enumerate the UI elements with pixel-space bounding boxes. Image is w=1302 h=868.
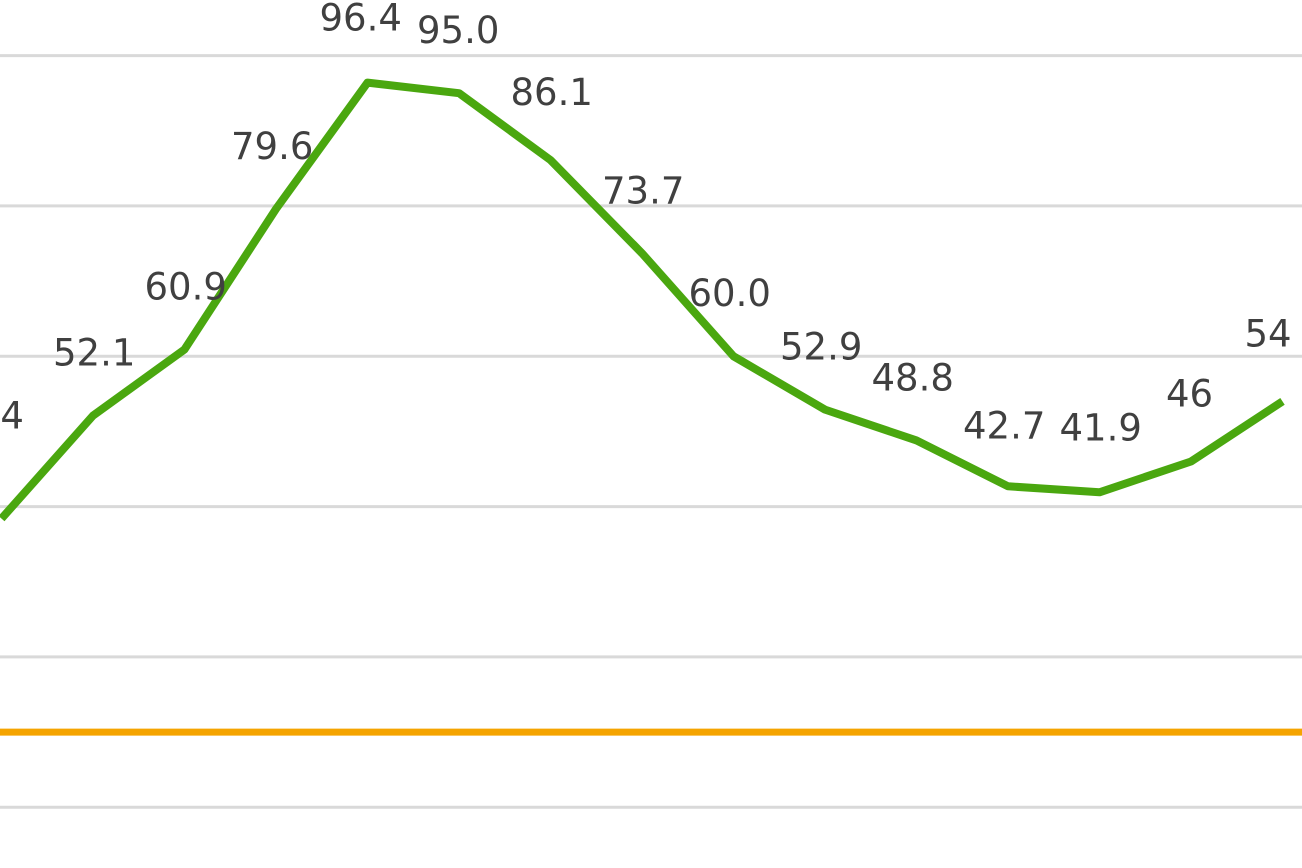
gridlines <box>0 54 1302 809</box>
data-label: 46 <box>1166 372 1213 415</box>
data-label: 60.9 <box>145 265 227 308</box>
data-label: 38.4 <box>0 395 24 438</box>
data-label: 95.0 <box>417 9 499 52</box>
series-line-0 <box>0 78 1285 522</box>
data-label: 73.7 <box>602 169 684 212</box>
data-label: 52.1 <box>53 332 135 375</box>
data-label: 60.0 <box>689 272 771 315</box>
series-group <box>0 78 1285 522</box>
data-label: 96.4 <box>320 0 402 40</box>
data-label: 41.9 <box>1060 406 1142 449</box>
data-label: 48.8 <box>872 356 954 399</box>
data-label: 52.9 <box>780 326 862 369</box>
data-label: 42.7 <box>963 404 1045 447</box>
data-label: 79.6 <box>231 125 313 168</box>
data-label: 86.1 <box>511 71 593 114</box>
data-label: 54 <box>1245 312 1292 355</box>
data-labels: 38.4 52.160.9 79.6 96.4 95.0 86.1 73.7 60.052.9… <box>0 0 1292 449</box>
